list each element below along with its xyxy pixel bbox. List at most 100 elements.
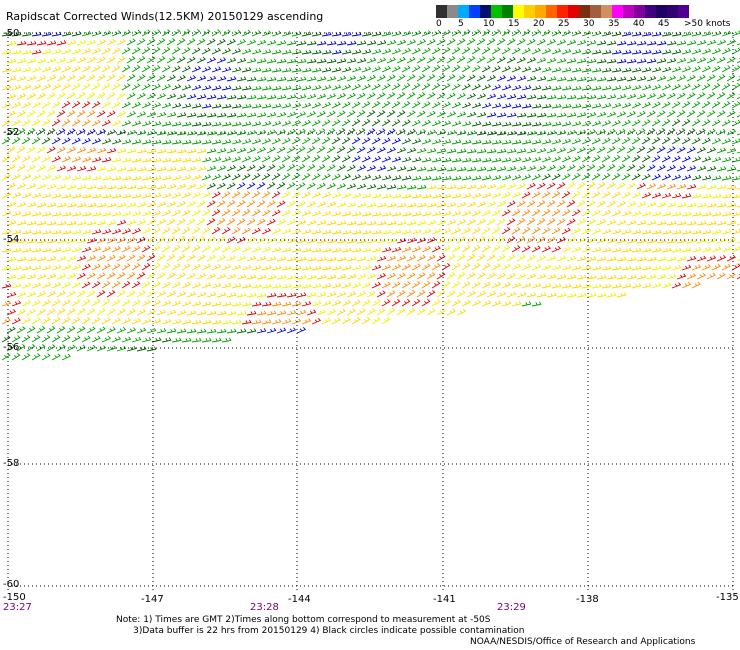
- wind-barb: [581, 191, 591, 199]
- wind-barb: [371, 66, 382, 73]
- wind-barb: [161, 337, 172, 343]
- wind-barb: [306, 309, 317, 316]
- wind-barb: [701, 101, 711, 109]
- wind-barb: [441, 139, 452, 145]
- wind-barb: [241, 209, 251, 217]
- wind-barb: [226, 310, 237, 316]
- wind-barb: [181, 84, 192, 91]
- wind-barb: [506, 148, 517, 154]
- wind-barb: [401, 299, 411, 307]
- wind-barb: [201, 84, 212, 91]
- wind-barb: [96, 92, 106, 100]
- wind-barb: [106, 184, 117, 190]
- lat-label: -54: [3, 234, 20, 245]
- wind-barb: [486, 38, 496, 46]
- wind-barb: [181, 263, 191, 271]
- wind-barb: [66, 184, 77, 190]
- wind-barb: [51, 299, 61, 307]
- wind-barb: [636, 164, 646, 172]
- wind-barb: [81, 299, 91, 307]
- wind-barb: [121, 263, 131, 271]
- wind-barb: [596, 111, 607, 118]
- wind-barb: [626, 219, 637, 226]
- wind-barb: [156, 166, 167, 172]
- wind-barb: [376, 308, 386, 316]
- wind-barb: [61, 83, 71, 91]
- wind-barb: [726, 39, 737, 46]
- wind-barb: [176, 254, 186, 262]
- wind-barb: [496, 236, 506, 244]
- wind-barb: [656, 40, 667, 46]
- wind-barb: [81, 83, 91, 91]
- wind-barb: [631, 283, 642, 289]
- wind-barb: [56, 40, 67, 46]
- wind-barb: [241, 173, 251, 181]
- wind-barb: [211, 156, 222, 163]
- wind-barb: [471, 29, 481, 37]
- wind-barb: [196, 310, 207, 316]
- wind-barb: [676, 92, 686, 100]
- wind-barb: [481, 47, 491, 55]
- wind-barb: [561, 138, 572, 145]
- wind-barb: [341, 173, 351, 181]
- wind-barb: [671, 155, 681, 163]
- wind-barb: [66, 57, 77, 64]
- wind-barb: [721, 193, 732, 199]
- wind-barb: [326, 75, 337, 82]
- wind-barb: [621, 102, 632, 109]
- wind-barb: [451, 139, 462, 145]
- wind-barb: [316, 274, 327, 280]
- wind-barb: [306, 93, 317, 100]
- wind-barb: [621, 67, 632, 73]
- wind-barb: [121, 120, 132, 127]
- wind-barb: [46, 290, 56, 298]
- wind-barb: [456, 184, 467, 190]
- wind-barb: [346, 75, 357, 82]
- wind-barb: [276, 218, 287, 226]
- wind-barb: [56, 308, 66, 316]
- wind-barb: [261, 85, 272, 91]
- wind-barb: [371, 281, 381, 289]
- wind-barb: [141, 193, 152, 199]
- wind-barb: [726, 272, 736, 280]
- wind-barb: [261, 120, 272, 127]
- wind-barb: [291, 49, 302, 55]
- wind-barb: [216, 75, 227, 82]
- wind-barb: [176, 38, 186, 46]
- wind-barb: [441, 29, 451, 37]
- wind-barb: [621, 210, 632, 217]
- legend-label: 30: [583, 19, 595, 29]
- wind-barb: [681, 66, 692, 73]
- wind-barb: [601, 85, 612, 91]
- wind-barb: [71, 335, 81, 343]
- wind-barb: [501, 263, 511, 271]
- wind-barb: [726, 92, 736, 100]
- wind-barb: [706, 74, 716, 82]
- wind-barb: [106, 56, 116, 64]
- wind-barb: [56, 238, 67, 244]
- wind-barb: [466, 272, 476, 280]
- wind-barb: [251, 227, 261, 235]
- wind-barb: [506, 112, 517, 118]
- wind-barb: [126, 254, 136, 262]
- wind-barb: [151, 83, 161, 91]
- wind-barb: [201, 245, 211, 253]
- wind-barb: [396, 202, 407, 208]
- wind-barb: [251, 138, 262, 145]
- wind-barb: [476, 166, 487, 172]
- wind-barb: [211, 85, 222, 91]
- wind-barb: [106, 254, 116, 262]
- wind-barb: [516, 130, 527, 136]
- wind-barb: [471, 192, 482, 199]
- wind-barb: [381, 119, 391, 127]
- wind-barb: [516, 165, 527, 172]
- wind-barb: [611, 102, 622, 109]
- wind-barb: [186, 166, 197, 172]
- wind-barb: [681, 48, 692, 55]
- wind-barb: [396, 272, 406, 280]
- wind-barb: [156, 130, 167, 136]
- wind-barb: [191, 337, 202, 343]
- wind-barb: [336, 291, 347, 298]
- wind-barb: [731, 138, 740, 145]
